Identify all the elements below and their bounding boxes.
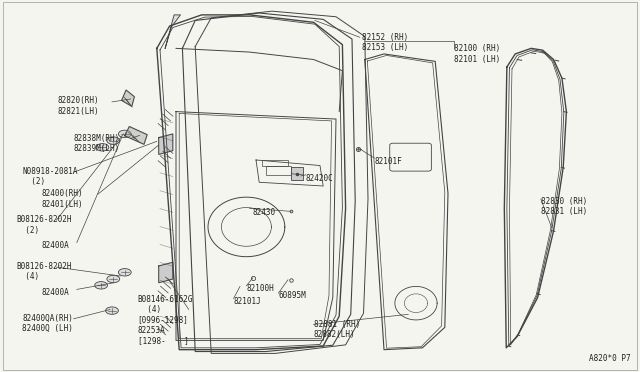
Circle shape: [107, 137, 120, 144]
Polygon shape: [159, 262, 173, 283]
Circle shape: [107, 275, 120, 283]
Polygon shape: [125, 126, 147, 144]
Bar: [291, 167, 303, 180]
Polygon shape: [165, 15, 180, 48]
Text: 82400A: 82400A: [42, 288, 69, 296]
Text: 82820(RH)
82821(LH): 82820(RH) 82821(LH): [58, 96, 99, 116]
Text: B08126-8202H
  (2): B08126-8202H (2): [16, 215, 72, 235]
Text: 82420C: 82420C: [306, 174, 333, 183]
Text: 82881 (RH)
82882(LH): 82881 (RH) 82882(LH): [314, 320, 360, 339]
Text: 82101J: 82101J: [234, 297, 261, 306]
Text: 82100 (RH)
82101 (LH): 82100 (RH) 82101 (LH): [454, 44, 500, 64]
Bar: [266, 166, 291, 175]
Circle shape: [95, 282, 108, 289]
Text: 82100H: 82100H: [246, 284, 274, 293]
Text: 82838M(RH)
82839M(LH): 82838M(RH) 82839M(LH): [74, 134, 120, 153]
Text: 82830 (RH)
82831 (LH): 82830 (RH) 82831 (LH): [541, 197, 587, 216]
Text: 82152 (RH)
82153 (LH): 82152 (RH) 82153 (LH): [362, 33, 408, 52]
Circle shape: [96, 144, 109, 151]
Polygon shape: [159, 134, 173, 154]
Text: 82400(RH)
82401(LH): 82400(RH) 82401(LH): [42, 189, 83, 209]
Polygon shape: [122, 90, 134, 106]
Text: 82101F: 82101F: [374, 157, 402, 166]
Text: B08126-8202H
  (4): B08126-8202H (4): [16, 262, 72, 281]
Circle shape: [118, 269, 131, 276]
Circle shape: [118, 130, 131, 138]
Text: B08146-6162G
  (4)
[0996-1298]
82253A
[1298-    ]: B08146-6162G (4) [0996-1298] 82253A [129…: [138, 295, 193, 345]
Circle shape: [106, 307, 118, 314]
Bar: [262, 160, 288, 166]
Text: 82400QA(RH)
82400Q (LH): 82400QA(RH) 82400Q (LH): [22, 314, 73, 333]
Text: A820*0 P7: A820*0 P7: [589, 354, 630, 363]
Text: 60895M: 60895M: [278, 291, 306, 300]
Text: 82400A: 82400A: [42, 241, 69, 250]
Text: 82430: 82430: [253, 208, 276, 217]
Text: N08918-2081A
  (2): N08918-2081A (2): [22, 167, 78, 186]
